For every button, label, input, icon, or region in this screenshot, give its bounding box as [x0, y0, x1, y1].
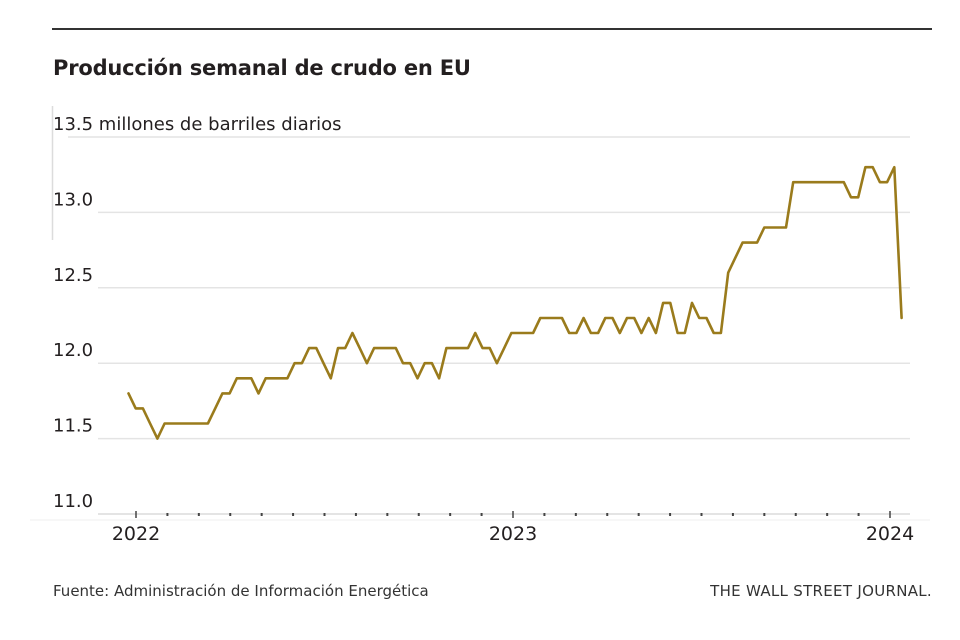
- x-minor-tick: [826, 513, 829, 516]
- x-minor-tick: [480, 513, 483, 516]
- top-rule: [52, 28, 932, 30]
- x-minor-tick: [292, 513, 295, 516]
- y-tick-label: 12.0: [53, 340, 93, 361]
- y-tick-labels: 11.0 11.5 12.0 12.5 13.0 13.5 millones de bar…: [53, 114, 342, 512]
- x-minor-tick: [543, 513, 546, 516]
- x-minor-tick: [669, 513, 672, 516]
- x-minor-tick: [260, 513, 263, 516]
- series-line: [127, 165, 903, 440]
- x-minor-tick: [323, 513, 326, 516]
- y-tick-label: 13.0: [53, 189, 93, 210]
- chart-title: Producción semanal de crudo en EU: [53, 56, 471, 80]
- x-minor-tick: [386, 513, 389, 516]
- x-minor-tick: [794, 513, 797, 516]
- gridlines: [68, 136, 910, 440]
- x-minor-tick: [857, 513, 860, 516]
- x-minor-tick: [417, 513, 420, 516]
- y-tick-label: 13.5 millones de barriles diarios: [53, 114, 342, 135]
- series-group: [127, 165, 903, 440]
- x-tick-label: 2024: [866, 523, 914, 545]
- y-tick-label: 11.0: [53, 491, 93, 512]
- x-minor-tick: [166, 513, 169, 516]
- x-minor-tick: [700, 513, 703, 516]
- x-tick-label: 2023: [489, 523, 537, 545]
- x-minor-tick: [354, 513, 357, 516]
- x-minor-tick: [574, 513, 577, 516]
- x-minor-tick: [449, 513, 452, 516]
- x-axis: 2022 2023 2024: [30, 511, 930, 545]
- x-minor-tick: [606, 513, 609, 516]
- y-tick-label: 11.5: [53, 416, 93, 437]
- x-minor-tick: [197, 513, 200, 516]
- x-minor-tick: [229, 513, 232, 516]
- y-tick-label: 12.5: [53, 265, 93, 286]
- x-tick-label: 2022: [112, 523, 160, 545]
- x-minor-tick: [731, 513, 734, 516]
- source-note: Fuente: Administración de Información En…: [53, 582, 429, 600]
- publisher-brand: THE WALL STREET JOURNAL.: [710, 582, 932, 600]
- x-minor-tick: [637, 513, 640, 516]
- x-minor-tick: [763, 513, 766, 516]
